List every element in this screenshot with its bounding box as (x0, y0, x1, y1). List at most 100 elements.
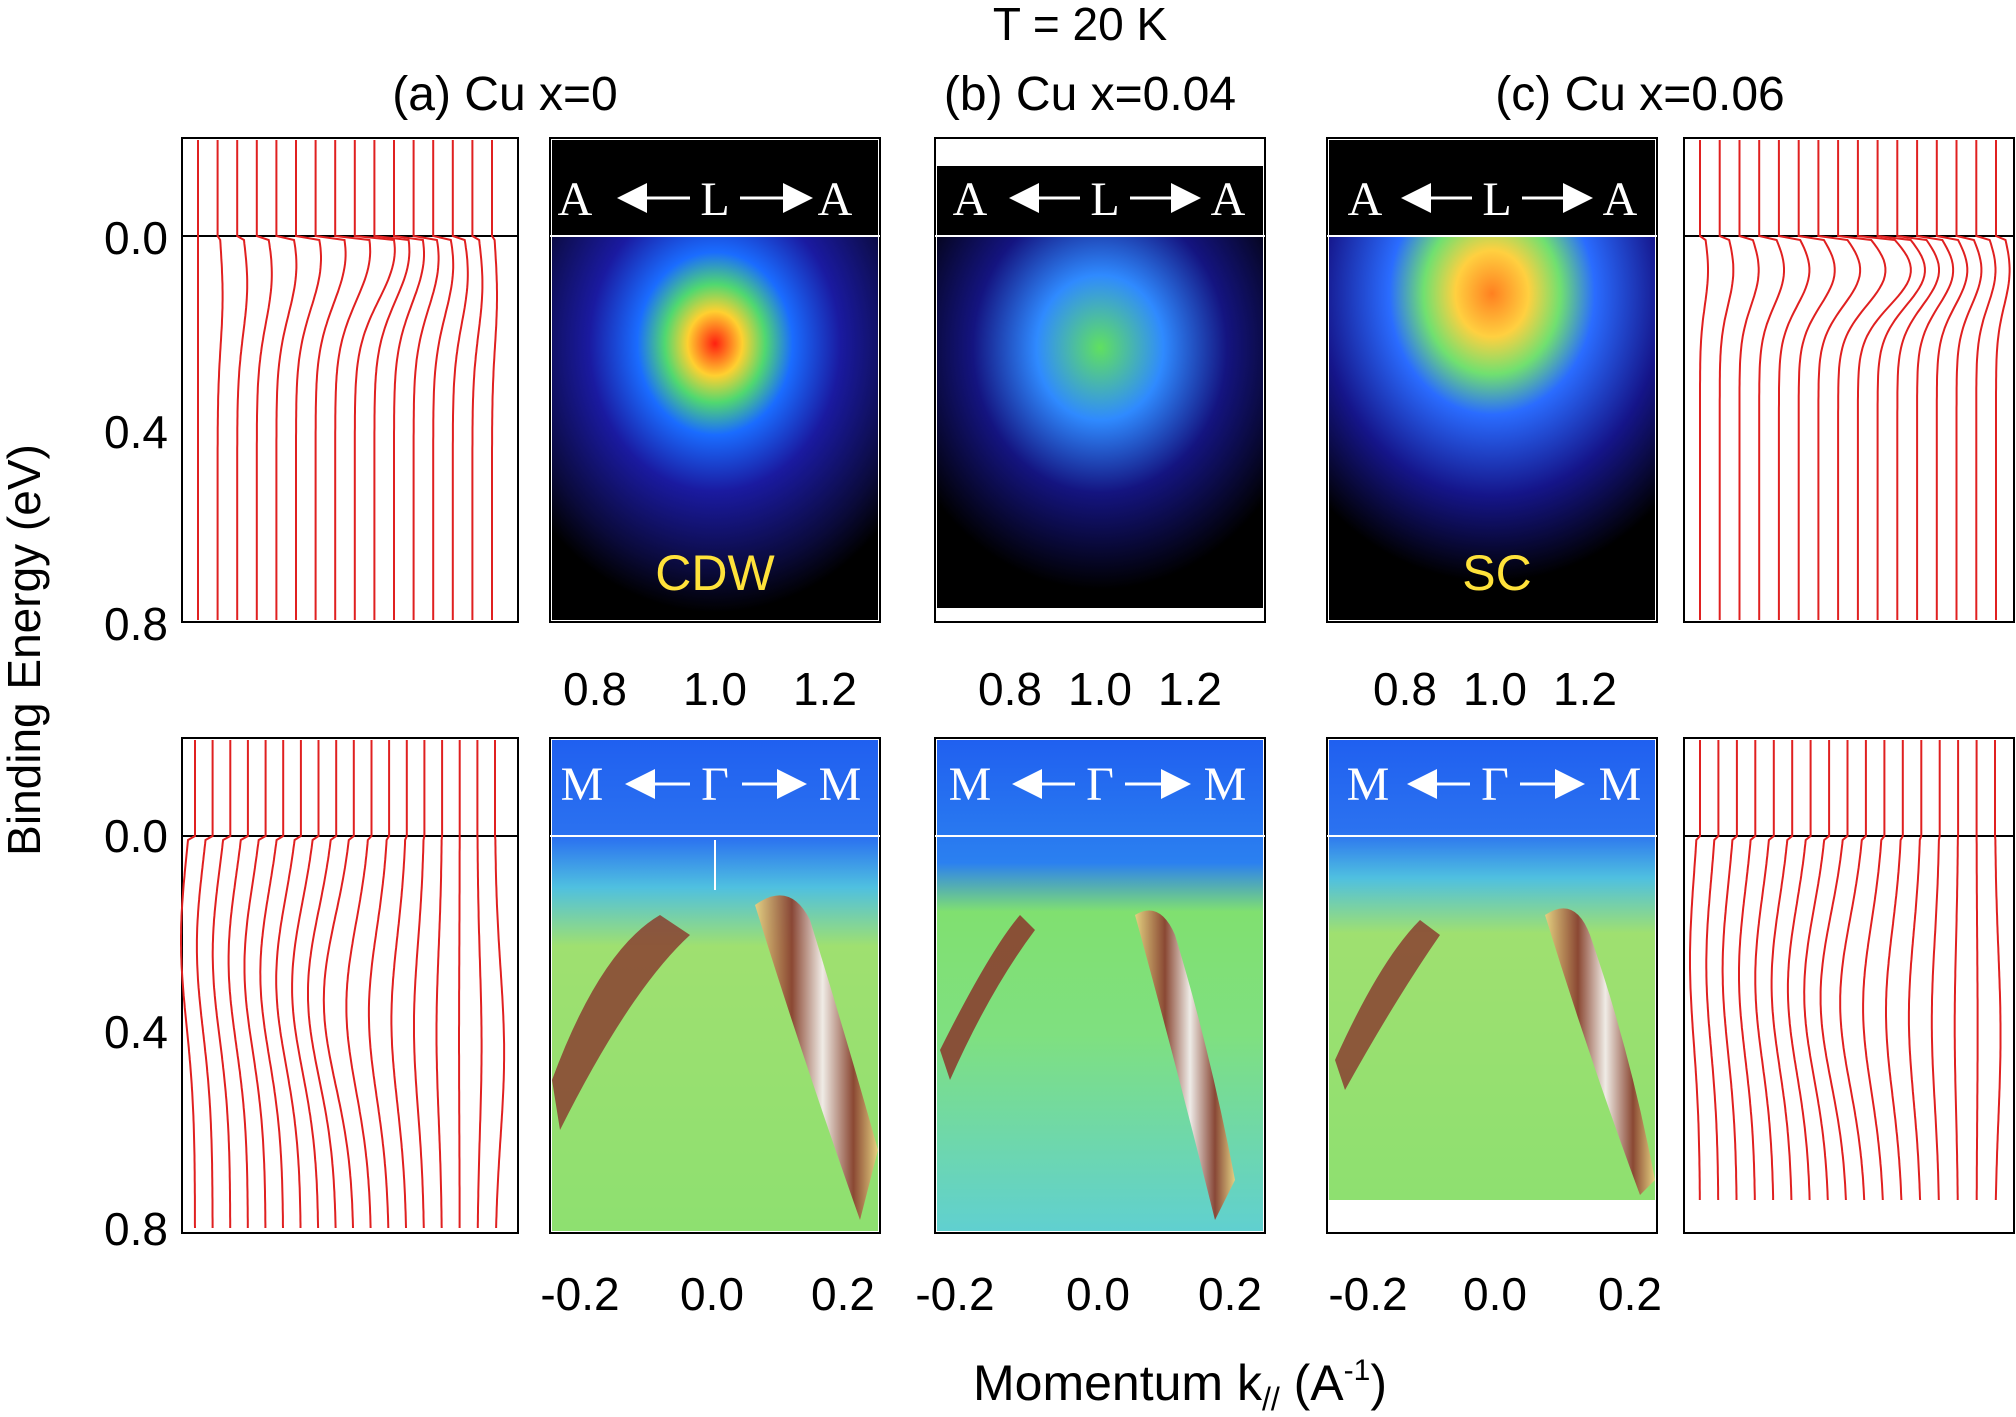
y-tick-bottom-0: 0.0 (104, 810, 168, 862)
edc-curve (1705, 740, 1720, 1201)
edc-curve (243, 740, 267, 1228)
band-left (1335, 920, 1440, 1090)
k-tick-c-1: 1.0 (1463, 663, 1527, 715)
edc-curve (334, 140, 372, 620)
edc-curve (1754, 740, 1775, 1200)
edc-frame-c-top (1683, 137, 2015, 623)
path-label-center: Γ (1086, 758, 1114, 811)
edc-curve (1819, 740, 1849, 1201)
k-tick-b-2: 0.2 (1198, 1268, 1262, 1320)
path-label-right: A (818, 173, 853, 226)
edc-curve (1786, 740, 1812, 1201)
edc-curve (1837, 140, 1887, 620)
edc-curve (1738, 140, 1760, 620)
edc-curve (353, 140, 396, 620)
edc-curves (197, 140, 498, 620)
x-axis-label: Momentum k// (A-1) (973, 1354, 1387, 1417)
edc-curve (1935, 140, 1969, 620)
edc-curve (1718, 140, 1735, 620)
k-tick-a-0: 0.8 (563, 663, 627, 715)
map-panel-b-bottom: M Γ M (934, 737, 1266, 1234)
edc-curves (1689, 740, 2002, 1201)
edc-curve (458, 740, 461, 1228)
edc-curve (435, 740, 444, 1229)
edc-curve (1975, 740, 1979, 1200)
path-label-left: M (1347, 758, 1390, 811)
k-tick-a-2: 1.2 (793, 663, 857, 715)
y-tick-top-0: 0.0 (104, 212, 168, 264)
edc-curve (367, 740, 391, 1229)
edc-curve (345, 740, 373, 1229)
k-tick-b-2: 1.2 (1158, 663, 1222, 715)
y-tick-bottom-2: 0.8 (104, 1203, 168, 1255)
edc-curve (1885, 740, 1904, 1201)
panel-b-label: (b) Cu x=0.04 (944, 68, 1236, 121)
panel-c-label: (c) Cu x=0.06 (1495, 68, 1784, 121)
edc-panel-a-top (181, 137, 519, 623)
edc-curve (1953, 740, 1960, 1200)
map-panel-b-top: A L A (934, 137, 1266, 623)
edc-panel-a-bottom (180, 737, 519, 1234)
band-left (940, 915, 1035, 1080)
edc-curve (1699, 140, 1709, 620)
edc-curve (1995, 140, 2011, 620)
edc-curve (413, 740, 426, 1229)
path-label-right: M (819, 758, 862, 811)
k-ticks-top: 0.8 1.0 1.2 0.8 1.0 1.2 0.8 1.0 1.2 (563, 663, 1617, 715)
k-tick-a-0: -0.2 (540, 1268, 619, 1320)
edc-curve (227, 740, 249, 1228)
edc-frame-a-bottom (181, 737, 519, 1234)
edc-curve (1862, 740, 1886, 1201)
panel-a-label: (a) Cu x=0 (392, 68, 617, 121)
map-panel-c-top: A L A SC (1326, 137, 1658, 623)
edc-curves (180, 740, 506, 1229)
y-ticks-bottom: 0.0 0.4 0.8 (104, 810, 168, 1255)
edc-curve (1907, 740, 1923, 1201)
edc-curve (451, 140, 469, 620)
edc-curve (275, 740, 302, 1228)
edc-curve (1856, 140, 1912, 620)
edc-curve (314, 140, 347, 620)
edc-curve (412, 140, 440, 620)
edc-curve (322, 740, 355, 1229)
path-label-left: A (1348, 173, 1383, 226)
k-tick-a-1: 1.0 (683, 663, 747, 715)
k-tick-c-2: 1.2 (1553, 663, 1617, 715)
edc-curve (216, 140, 224, 620)
edc-curve (1758, 140, 1785, 620)
edc-curve (393, 140, 425, 620)
edc-curve (275, 140, 298, 620)
edc-curves (1699, 140, 2011, 620)
spectral-map (552, 236, 878, 620)
y-tick-bottom-1: 0.4 (104, 1006, 168, 1058)
edc-curve (471, 140, 484, 620)
k-tick-c-0: 0.8 (1373, 663, 1437, 715)
edc-curve (432, 140, 455, 620)
edc-curve (476, 740, 483, 1228)
edc-curve (180, 740, 196, 1229)
k-tick-c-1: 0.0 (1463, 1268, 1527, 1320)
k-tick-b-1: 1.0 (1068, 663, 1132, 715)
path-label-center: L (1482, 173, 1511, 226)
edc-curve (236, 140, 249, 620)
edc-curve (255, 140, 273, 620)
path-label-left: A (953, 173, 988, 226)
path-label-right: M (1204, 758, 1247, 811)
spectral-map (1329, 236, 1655, 620)
k-tick-b-0: 0.8 (978, 663, 1042, 715)
edc-curve (491, 140, 498, 620)
k-tick-a-2: 0.2 (811, 1268, 875, 1320)
path-label-left: M (949, 758, 992, 811)
edc-curve (494, 740, 506, 1229)
y-ticks-top: 0.0 0.4 0.8 (104, 212, 168, 650)
edc-curve (291, 740, 320, 1229)
edc-curve (1803, 740, 1831, 1201)
edc-curve (1770, 740, 1794, 1201)
edc-curve (1777, 140, 1811, 620)
edc-panel-c-bottom (1683, 737, 2015, 1234)
edc-curve (1839, 740, 1867, 1201)
edc-curve (259, 740, 285, 1229)
edc-frame-a-top (181, 137, 519, 623)
phase-label-sc: SC (1462, 545, 1531, 601)
